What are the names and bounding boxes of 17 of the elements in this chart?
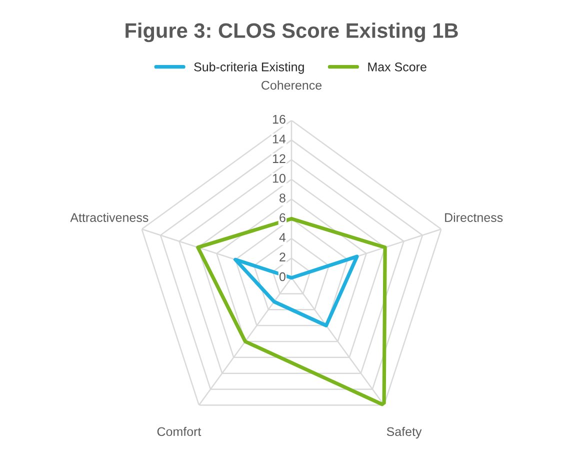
y-tick-label: 4: [279, 233, 286, 242]
y-tick-label: 16: [272, 114, 286, 124]
y-tick-label: 8: [280, 194, 286, 202]
y-tick-label: 12: [272, 154, 286, 163]
spoke-label: Comfort: [157, 426, 202, 436]
spoke-label: Safety: [386, 426, 422, 439]
spoke-label: Coherence: [262, 80, 322, 90]
spoke-label: Directness: [445, 212, 503, 222]
y-tick-label: 6: [280, 213, 286, 222]
y-tick-label: 2: [280, 252, 286, 262]
y-tick-label: 10: [272, 174, 286, 183]
spoke-label: Attractiveness: [70, 212, 148, 222]
y-tick-label: 14: [272, 134, 286, 144]
legend-label: Sub-criteria Existing: [194, 62, 304, 74]
y-tick-label: 0: [279, 272, 286, 282]
chart-title: Figure 3: CLOS Score Existing 1B: [126, 22, 458, 42]
legend-label: Max Score: [368, 62, 426, 72]
